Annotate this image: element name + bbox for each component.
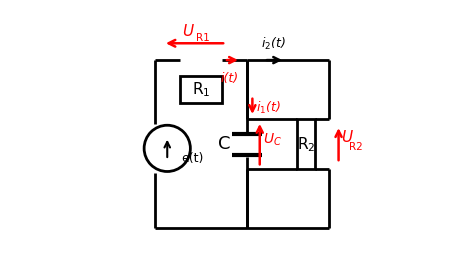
Text: i(t): i(t) <box>220 72 238 85</box>
Text: R1: R1 <box>196 33 210 43</box>
Text: R$_1$: R$_1$ <box>191 80 210 99</box>
Text: R$_2$: R$_2$ <box>297 135 315 153</box>
Bar <box>180 76 222 103</box>
Text: U: U <box>182 24 193 39</box>
Text: i$_1$(t): i$_1$(t) <box>255 100 281 117</box>
Text: i$_2$(t): i$_2$(t) <box>261 35 286 52</box>
Text: U: U <box>341 130 353 145</box>
Bar <box>297 119 316 169</box>
Text: U$_C$: U$_C$ <box>263 132 282 148</box>
Text: C: C <box>218 135 230 153</box>
Text: R2: R2 <box>349 142 363 152</box>
Circle shape <box>144 125 191 171</box>
Text: e(t): e(t) <box>181 152 203 165</box>
